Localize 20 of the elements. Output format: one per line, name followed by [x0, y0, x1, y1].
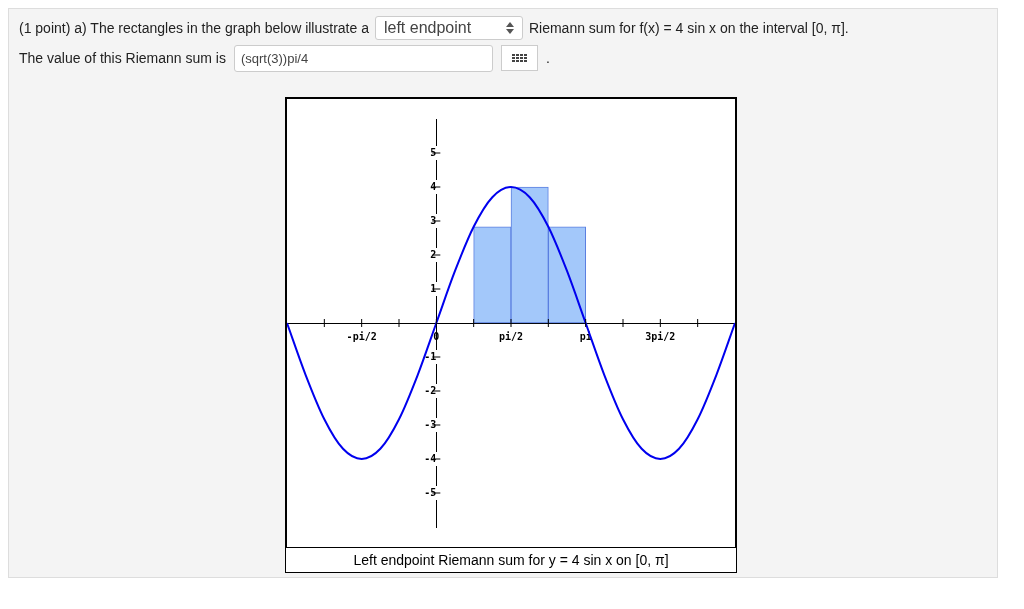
text: Left endpoint Riemann sum for y = 4 sin x on [0, π] — [352, 551, 670, 570]
x-tick-label: pi/2 — [498, 330, 524, 342]
text: . — [545, 50, 550, 66]
text: Riemann sum for f(x) = 4 sin x on the interval [0, π]. — [528, 20, 849, 36]
text: (1 point) a) The rectangles in the graph below illustrate a — [19, 20, 369, 36]
y-tick-label: 1 — [430, 282, 437, 294]
y-tick-label: -4 — [424, 452, 437, 464]
y-tick-label: -2 — [424, 384, 437, 396]
x-tick-label: -pi/2 — [346, 330, 377, 342]
y-tick-label: -3 — [424, 418, 437, 430]
dropdown: left endpoint — [374, 16, 523, 40]
y-tick-label: -5 — [424, 486, 437, 498]
y-tick-label: 5 — [430, 146, 437, 158]
x-tick-label: 3pi/2 — [645, 330, 676, 342]
y-tick-label: 3 — [430, 214, 437, 226]
y-tick-label: 2 — [430, 248, 437, 260]
text: The value of this Riemann sum is — [19, 50, 226, 66]
text-field: (sqrt(3))pi/4 — [234, 44, 493, 72]
y-tick-label: -1 — [424, 350, 437, 362]
y-tick-label: 4 — [430, 180, 437, 192]
